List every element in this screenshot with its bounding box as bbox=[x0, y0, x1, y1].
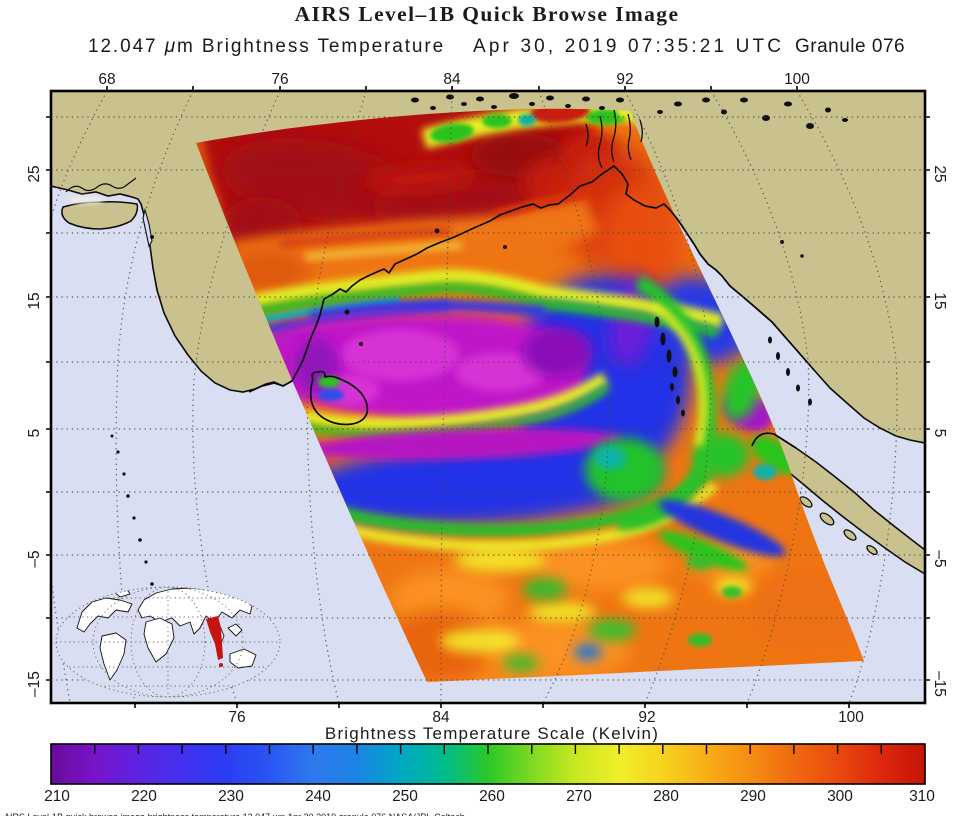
svg-text:240: 240 bbox=[305, 788, 331, 805]
svg-text:25: 25 bbox=[931, 165, 948, 182]
svg-text:25: 25 bbox=[26, 165, 43, 182]
svg-text:210: 210 bbox=[44, 788, 70, 805]
svg-text:5: 5 bbox=[931, 429, 948, 438]
svg-text:15: 15 bbox=[931, 292, 948, 309]
svg-text:Apr 30, 2019 07:35:21 UTC: Apr 30, 2019 07:35:21 UTC bbox=[473, 36, 784, 57]
svg-text:92: 92 bbox=[616, 71, 633, 88]
svg-text:–15: –15 bbox=[931, 671, 948, 697]
svg-text:250: 250 bbox=[392, 788, 418, 805]
svg-text:270: 270 bbox=[566, 788, 592, 805]
svg-text:AIRS Level-1B quick browse ima: AIRS Level-1B quick browse image brightn… bbox=[4, 812, 465, 816]
svg-text:–5: –5 bbox=[26, 550, 43, 567]
svg-text:230: 230 bbox=[218, 788, 244, 805]
svg-text:Granule 076: Granule 076 bbox=[795, 36, 905, 57]
svg-text:15: 15 bbox=[26, 292, 43, 309]
svg-text:300: 300 bbox=[827, 788, 853, 805]
svg-text:100: 100 bbox=[784, 71, 810, 88]
svg-text:68: 68 bbox=[98, 71, 115, 88]
svg-text:84: 84 bbox=[432, 709, 450, 726]
svg-text:76: 76 bbox=[271, 71, 288, 88]
svg-text:Brightness Temperature Scale (: Brightness Temperature Scale (Kelvin) bbox=[325, 724, 659, 743]
svg-text:290: 290 bbox=[740, 788, 766, 805]
svg-text:100: 100 bbox=[838, 709, 864, 726]
svg-text:–15: –15 bbox=[26, 671, 43, 697]
svg-text:5: 5 bbox=[26, 429, 43, 438]
svg-text:–5: –5 bbox=[931, 550, 948, 567]
svg-text:220: 220 bbox=[131, 788, 157, 805]
svg-text:12.047 μm Brightness Temperatu: 12.047 μm Brightness Temperature bbox=[88, 36, 445, 57]
svg-text:260: 260 bbox=[479, 788, 505, 805]
svg-text:AIRS Level–1B Quick Browse Ima: AIRS Level–1B Quick Browse Image bbox=[295, 2, 680, 26]
svg-text:76: 76 bbox=[228, 709, 245, 726]
svg-text:92: 92 bbox=[638, 709, 655, 726]
svg-text:84: 84 bbox=[443, 71, 461, 88]
svg-text:280: 280 bbox=[653, 788, 679, 805]
svg-text:310: 310 bbox=[909, 788, 935, 805]
